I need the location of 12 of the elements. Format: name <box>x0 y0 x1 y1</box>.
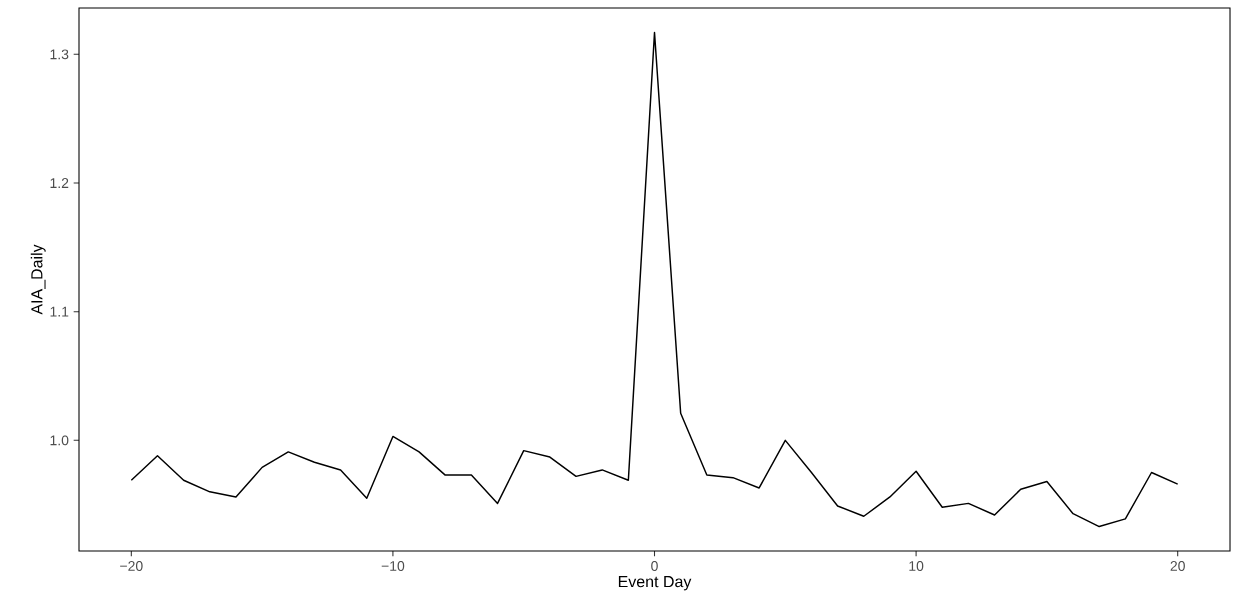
x-axis-title: Event Day <box>618 576 692 591</box>
y-tick-label: 1.2 <box>50 178 69 188</box>
y-axis-title: AIA_Daily <box>30 244 46 315</box>
x-tick-label: −20 <box>120 561 143 571</box>
x-tick-label: 10 <box>909 561 924 571</box>
y-tick-label: 1.3 <box>50 49 69 60</box>
x-tick-label: 20 <box>1170 561 1185 571</box>
x-tick-label: −10 <box>381 561 405 571</box>
y-tick-label: 1.1 <box>50 306 69 317</box>
y-tick-label: 1.0 <box>50 435 69 446</box>
line-series <box>130 31 1179 528</box>
x-tick-label: 0 <box>651 561 658 571</box>
